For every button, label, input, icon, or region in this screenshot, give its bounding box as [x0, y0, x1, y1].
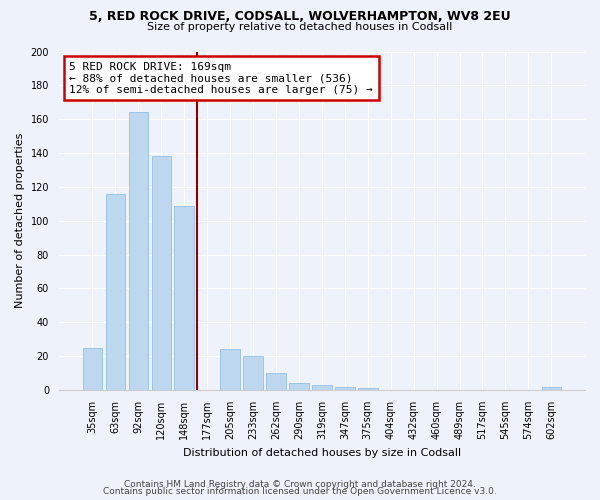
Text: 5, RED ROCK DRIVE, CODSALL, WOLVERHAMPTON, WV8 2EU: 5, RED ROCK DRIVE, CODSALL, WOLVERHAMPTO…	[89, 10, 511, 23]
Bar	[358, 388, 377, 390]
Text: Contains HM Land Registry data © Crown copyright and database right 2024.: Contains HM Land Registry data © Crown c…	[124, 480, 476, 489]
Y-axis label: Number of detached properties: Number of detached properties	[15, 133, 25, 308]
Bar	[266, 373, 286, 390]
Bar	[244, 356, 263, 390]
X-axis label: Distribution of detached houses by size in Codsall: Distribution of detached houses by size …	[183, 448, 461, 458]
Bar	[312, 385, 332, 390]
Bar	[335, 386, 355, 390]
Text: 5 RED ROCK DRIVE: 169sqm
← 88% of detached houses are smaller (536)
12% of semi-: 5 RED ROCK DRIVE: 169sqm ← 88% of detach…	[70, 62, 373, 95]
Bar	[289, 384, 308, 390]
Bar	[106, 194, 125, 390]
Bar	[152, 156, 171, 390]
Bar	[220, 350, 240, 390]
Text: Size of property relative to detached houses in Codsall: Size of property relative to detached ho…	[148, 22, 452, 32]
Text: Contains public sector information licensed under the Open Government Licence v3: Contains public sector information licen…	[103, 487, 497, 496]
Bar	[175, 206, 194, 390]
Bar	[83, 348, 102, 390]
Bar	[542, 386, 561, 390]
Bar	[128, 112, 148, 390]
